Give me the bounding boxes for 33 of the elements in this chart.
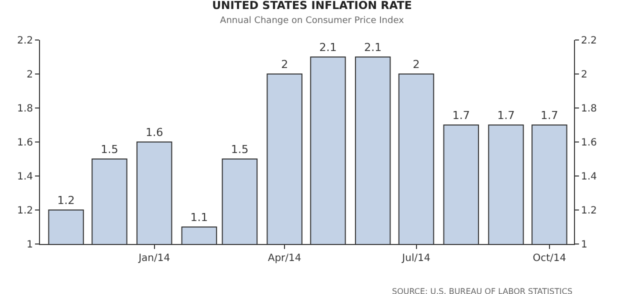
y-tick-label: 2	[26, 70, 33, 80]
y2-tick-label: 1.6	[581, 138, 597, 148]
x-tick-label: Apr/14	[268, 253, 302, 264]
y-tick-label: 2.2	[17, 36, 33, 46]
data-label: 1.2	[57, 194, 75, 207]
data-label: 1.6	[146, 126, 164, 139]
y-tick-label: 1.2	[17, 206, 33, 216]
data-label: 2	[281, 58, 288, 71]
y-tick-label: 1.4	[17, 172, 33, 182]
y2-tick-label: 1.4	[581, 172, 597, 182]
data-label: 1.7	[452, 109, 470, 122]
y2-tick-label: 1.8	[581, 104, 597, 114]
source-note: SOURCE: U.S. BUREAU OF LABOR STATISTICS	[392, 287, 572, 294]
data-label: 1.7	[540, 109, 558, 122]
chart-subtitle: Annual Change on Consumer Price Index	[220, 16, 405, 26]
y-tick-label: 1	[26, 240, 33, 250]
data-label: 2.1	[364, 41, 382, 54]
y-tick-label: 1.6	[17, 138, 33, 148]
x-tick-label: Oct/14	[532, 253, 566, 264]
data-label: 2	[412, 58, 420, 71]
y-tick-label: 1.8	[17, 104, 33, 114]
x-tick-label: Jan/14	[138, 253, 170, 264]
data-label: 1.5	[230, 143, 248, 156]
data-label: 1.7	[497, 109, 515, 122]
y2-tick-label: 2.2	[581, 36, 597, 46]
chart-title: UNITED STATES INFLATION RATE	[212, 0, 412, 12]
x-tick-label: Jul/14	[401, 253, 430, 264]
data-label: 1.5	[100, 143, 118, 156]
data-label: 2.1	[319, 41, 337, 54]
y2-tick-label: 1.2	[581, 206, 597, 216]
y2-tick-label: 2	[581, 70, 588, 80]
data-label: 1.1	[190, 211, 208, 224]
y2-tick-label: 1	[581, 240, 588, 250]
